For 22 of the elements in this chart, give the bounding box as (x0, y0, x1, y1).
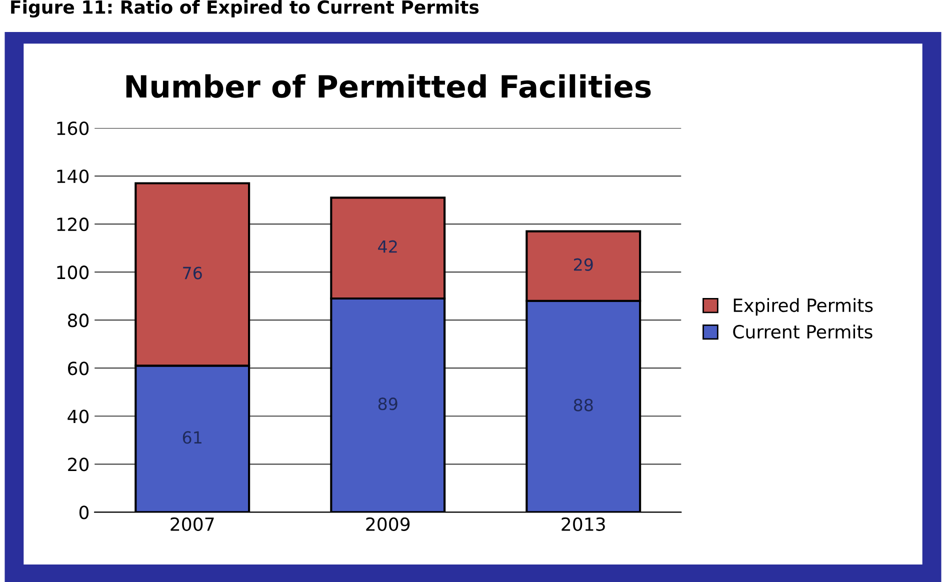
x-tick-label: 2013 (562, 517, 605, 531)
y-tick-label: 140 (57, 170, 89, 184)
caption: Figure 11: Ratio of Expired to Current Permits (11, 0, 479, 18)
data-label: 89 (378, 398, 398, 410)
y-tick-label: 100 (57, 266, 89, 280)
y-tick-label: 120 (57, 218, 89, 232)
y-tick-label: 40 (68, 410, 89, 424)
data-label: 76 (183, 266, 202, 280)
y-tick-label: 20 (68, 458, 89, 472)
data-label: 29 (574, 258, 593, 271)
legend-label: Current Permits (733, 324, 872, 339)
y-tick-label: 160 (57, 122, 89, 136)
legend-label: Expired Permits (734, 298, 873, 316)
data-label: 42 (378, 240, 397, 253)
y-tick-label: 80 (68, 314, 89, 328)
chart-title: Number of Permitted Facilities (126, 74, 651, 98)
data-label: 88 (574, 398, 593, 412)
x-tick-label: 2009 (366, 517, 410, 531)
data-label: 61 (182, 431, 202, 444)
y-tick-label: 60 (68, 362, 89, 376)
y-tick-label: 0 (79, 506, 89, 520)
x-tick-label: 2007 (170, 517, 214, 531)
